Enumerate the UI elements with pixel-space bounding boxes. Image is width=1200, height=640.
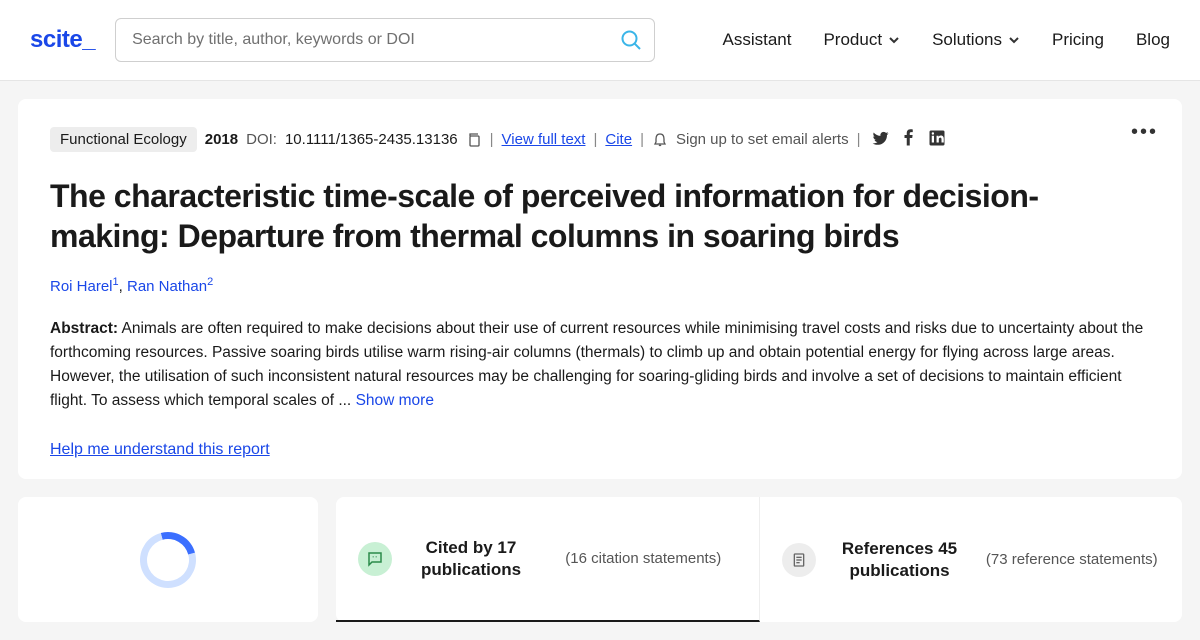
tab-references[interactable]: References 45 publications (73 reference…	[760, 497, 1183, 622]
document-icon	[782, 543, 816, 577]
header: scite_ Assistant Product Solutions Prici…	[0, 0, 1200, 81]
separator: |	[490, 131, 494, 148]
tab-cited-by[interactable]: Cited by 17 publications (16 citation st…	[336, 497, 760, 622]
nav-solutions-label: Solutions	[932, 30, 1002, 50]
cite-link[interactable]: Cite	[605, 131, 632, 148]
view-full-text-link[interactable]: View full text	[502, 131, 586, 148]
paper-card: ••• Functional Ecology 2018 DOI: 10.1111…	[18, 99, 1182, 479]
chat-icon	[358, 542, 392, 576]
separator: |	[640, 131, 644, 148]
doi-label: DOI:	[246, 131, 277, 148]
chevron-down-icon	[1008, 34, 1020, 46]
nav-product-label: Product	[823, 30, 882, 50]
nav: Assistant Product Solutions Pricing Blog	[722, 30, 1170, 50]
nav-assistant[interactable]: Assistant	[722, 30, 791, 50]
tab-references-title: References 45 publications	[830, 538, 970, 581]
search-wrap	[115, 18, 655, 62]
nav-solutions[interactable]: Solutions	[932, 30, 1020, 50]
chevron-down-icon	[888, 34, 900, 46]
bell-icon[interactable]	[652, 132, 668, 148]
separator: |	[857, 131, 861, 148]
authors: Roi Harel1, Ran Nathan2	[50, 276, 1150, 295]
author-link[interactable]: Roi Harel1	[50, 278, 119, 295]
twitter-icon[interactable]	[872, 129, 890, 151]
linkedin-icon[interactable]	[928, 129, 946, 151]
spinner-icon	[130, 521, 206, 597]
doi-value: 10.1111/1365-2435.13136	[285, 131, 458, 148]
facebook-icon[interactable]	[900, 129, 918, 151]
abstract-label: Abstract:	[50, 320, 118, 337]
search-icon[interactable]	[619, 28, 643, 52]
tab-cited-title: Cited by 17 publications	[406, 537, 536, 580]
alert-signup-text[interactable]: Sign up to set email alerts	[676, 131, 849, 148]
more-menu-button[interactable]: •••	[1131, 121, 1158, 144]
meta-row: Functional Ecology 2018 DOI: 10.1111/136…	[50, 127, 1150, 152]
copy-icon[interactable]	[466, 132, 482, 148]
journal-badge[interactable]: Functional Ecology	[50, 127, 197, 152]
bottom-row: Cited by 17 publications (16 citation st…	[18, 497, 1182, 622]
abstract: Abstract: Animals are often required to …	[50, 317, 1150, 413]
tab-references-sub: (73 reference statements)	[984, 551, 1161, 568]
show-more-button[interactable]: Show more	[356, 392, 434, 409]
nav-pricing[interactable]: Pricing	[1052, 30, 1104, 50]
year: 2018	[205, 131, 238, 148]
abstract-text: Animals are often required to make decis…	[50, 320, 1143, 409]
content: ••• Functional Ecology 2018 DOI: 10.1111…	[0, 81, 1200, 640]
separator: |	[593, 131, 597, 148]
author-link[interactable]: Ran Nathan2	[127, 278, 213, 295]
help-understand-link[interactable]: Help me understand this report	[50, 441, 270, 458]
nav-product[interactable]: Product	[823, 30, 900, 50]
tab-cited-sub: (16 citation statements)	[550, 550, 737, 567]
social-icons	[872, 129, 946, 151]
loading-card	[18, 497, 318, 622]
search-input[interactable]	[115, 18, 655, 62]
logo[interactable]: scite_	[30, 26, 95, 54]
paper-title: The characteristic time-scale of perceiv…	[50, 176, 1150, 256]
citation-tabs: Cited by 17 publications (16 citation st…	[336, 497, 1182, 622]
nav-blog[interactable]: Blog	[1136, 30, 1170, 50]
